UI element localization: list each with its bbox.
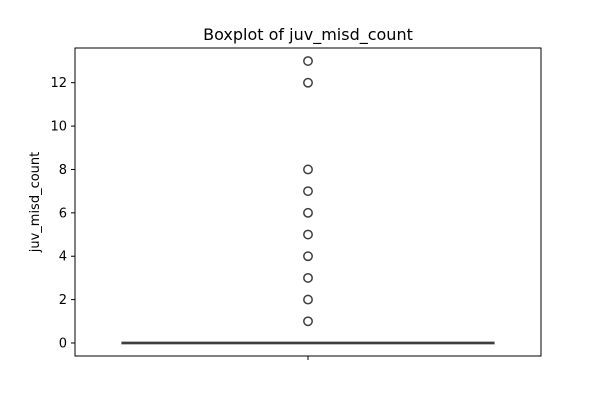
y-tick-label: 10 [50,120,67,135]
outlier-point [303,316,313,327]
outlier-point [303,229,313,240]
y-tick-label: 8 [59,163,67,178]
outlier-point [303,56,313,66]
plot-frame [74,47,542,357]
y-tick-label: 6 [59,206,67,221]
y-tick-label: 4 [59,250,67,265]
y-tick-label: 2 [59,293,67,308]
chart-title: Boxplot of juv_misd_count [203,25,413,45]
y-axis-label: juv_misd_count [28,152,43,254]
outlier-point [303,207,313,218]
y-axis-ticks: 0 2 4 6 8 10 12 [50,76,75,351]
outlier-point [303,186,313,197]
plot-area [121,56,495,345]
outlier-point [303,164,313,175]
y-tick-label: 12 [50,76,67,91]
outlier-point [303,272,313,283]
outlier-point [303,294,313,305]
outlier-point [303,251,313,262]
outlier-point [303,77,313,88]
y-tick-label: 0 [59,336,67,351]
